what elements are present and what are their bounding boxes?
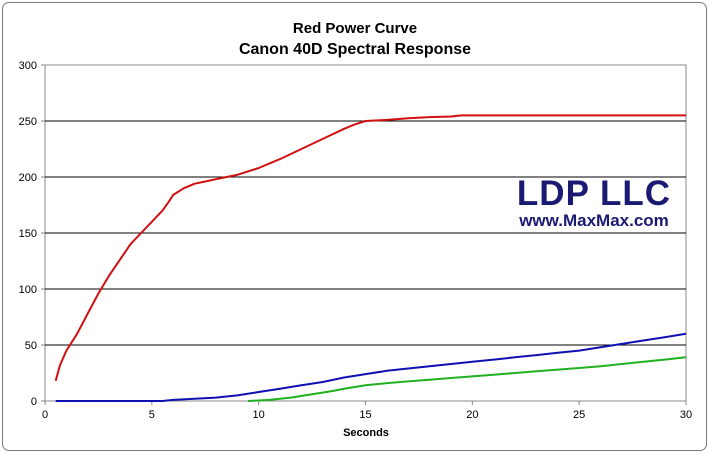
series-line-1	[54, 114, 686, 382]
x-axis-label: Seconds	[343, 427, 389, 439]
chart-title: Red Power Curve	[293, 20, 417, 37]
x-tick-label: 15	[359, 409, 371, 421]
y-axis: 0 50 100 150 200 250 300	[19, 60, 45, 408]
x-tick-label: 25	[573, 409, 585, 421]
x-tick-label: 5	[149, 409, 155, 421]
y-tick-label: 0	[31, 396, 37, 408]
x-tick-label: 20	[466, 409, 478, 421]
watermark-website: www.MaxMax.com	[518, 211, 669, 230]
y-tick-label: 200	[19, 172, 37, 184]
x-tick-label: 30	[680, 409, 692, 421]
x-tick-label: 0	[42, 409, 48, 421]
series-line-3	[247, 356, 687, 402]
y-tick-label: 50	[25, 340, 37, 352]
y-tick-label: 300	[19, 60, 37, 72]
series-line-2	[55, 332, 687, 402]
y-tick-label: 100	[19, 284, 37, 296]
series-lines	[54, 114, 687, 402]
y-tick-label: 250	[19, 116, 37, 128]
x-tick-label: 10	[253, 409, 265, 421]
y-tick-label: 150	[19, 228, 37, 240]
watermark-company: LDP LLC	[517, 174, 671, 213]
chart-subtitle: Canon 40D Spectral Response	[239, 41, 471, 58]
x-axis: 0 5 10 15 20 25 30	[42, 401, 692, 421]
